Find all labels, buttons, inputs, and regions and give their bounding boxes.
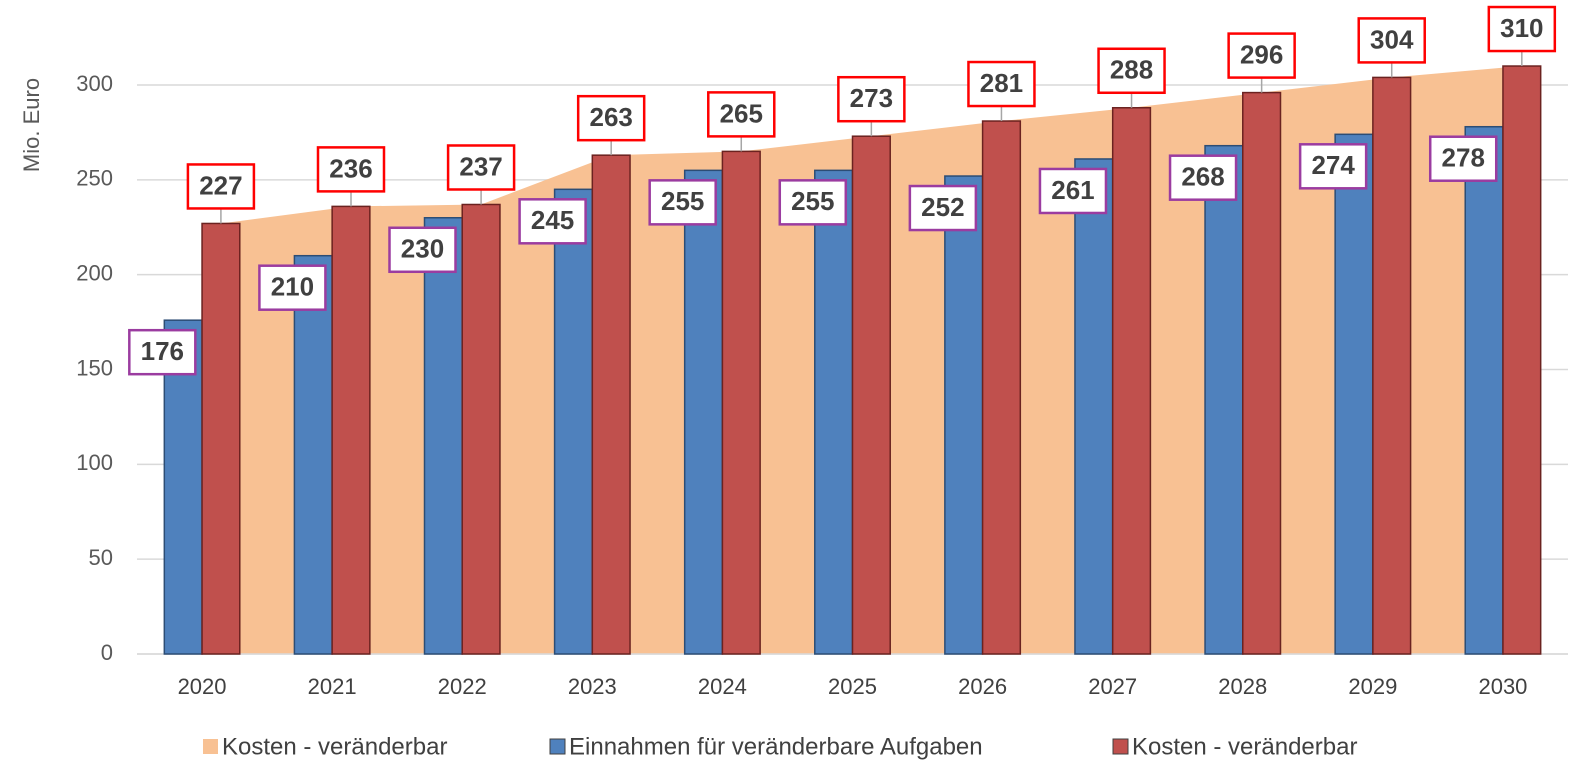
data-label: 268 [1181, 162, 1224, 192]
data-label: 273 [850, 83, 893, 113]
data-label-box [518, 198, 587, 245]
data-label: 255 [661, 186, 704, 216]
data-label-box [707, 91, 776, 138]
bar [1372, 76, 1412, 655]
bar [683, 169, 724, 655]
y-tick-label: 0 [101, 640, 113, 665]
legend-swatch [549, 738, 566, 755]
data-label: 210 [271, 272, 314, 302]
bar [331, 205, 371, 655]
bar [293, 254, 333, 655]
bar [1242, 91, 1282, 655]
data-label: 227 [199, 170, 242, 200]
y-tick-label: 250 [76, 166, 113, 191]
data-label-box [778, 179, 848, 226]
data-label-box [1227, 32, 1296, 79]
data-label: 230 [401, 234, 444, 264]
x-tick-label: 2022 [438, 674, 487, 699]
x-tick-label: 2028 [1218, 674, 1267, 699]
y-axis-label: Mio. Euro [19, 78, 44, 172]
x-tick-label: 2027 [1088, 674, 1137, 699]
legend-swatch [1112, 738, 1129, 755]
data-label-box [576, 94, 646, 142]
data-label: 281 [980, 68, 1023, 98]
data-label: 274 [1311, 150, 1355, 180]
data-label: 255 [791, 186, 834, 216]
bar [1334, 133, 1374, 655]
bar [1111, 107, 1152, 655]
data-label-box [316, 146, 386, 193]
data-label: 296 [1240, 39, 1283, 69]
y-tick-label: 300 [76, 71, 113, 96]
y-tick-label: 100 [76, 450, 113, 475]
y-tick-label: 50 [89, 545, 113, 570]
data-label-box [388, 226, 457, 274]
data-label: 176 [141, 336, 184, 366]
bar [591, 154, 631, 655]
x-tick-label: 2026 [958, 674, 1007, 699]
data-label-box [446, 144, 516, 191]
legend-label: Einnahmen für veränderbare Aufgaben [569, 733, 983, 760]
data-label: 278 [1442, 143, 1485, 173]
data-label-box [1298, 143, 1368, 190]
bar [423, 217, 463, 655]
x-tick-label: 2021 [308, 674, 357, 699]
bar [814, 169, 854, 655]
data-label-box [1357, 17, 1426, 64]
data-label-box [1038, 167, 1108, 215]
bar [461, 203, 501, 655]
data-label-box [908, 184, 978, 232]
data-label: 237 [459, 151, 502, 181]
bar [1204, 144, 1244, 655]
y-tick-label: 200 [76, 260, 113, 285]
bar [851, 135, 891, 655]
y-tick-label: 150 [76, 355, 113, 380]
data-label-box [1487, 5, 1557, 53]
x-tick-label: 2030 [1478, 674, 1527, 699]
x-tick-label: 2025 [828, 674, 877, 699]
legend-label: Kosten - veränderbar [1132, 733, 1357, 760]
bar [1464, 125, 1504, 655]
data-label-box [186, 163, 256, 210]
bar [163, 319, 203, 655]
bar [944, 175, 984, 655]
data-label-box [648, 179, 717, 226]
bar [721, 150, 761, 655]
bar [553, 188, 594, 655]
data-label-box [258, 264, 327, 311]
data-label: 252 [921, 192, 964, 222]
x-tick-label: 2029 [1348, 674, 1397, 699]
bar [201, 222, 241, 655]
x-tick-label: 2023 [568, 674, 617, 699]
data-label-box [1097, 47, 1166, 95]
data-label-box [1428, 135, 1498, 182]
data-label: 265 [720, 98, 763, 128]
x-tick-label: 2020 [178, 674, 227, 699]
bar [981, 120, 1022, 655]
data-label-box [128, 328, 197, 376]
bar [1074, 158, 1114, 655]
x-tick-label: 2024 [698, 674, 747, 699]
data-label: 304 [1370, 24, 1414, 54]
data-label: 288 [1110, 55, 1153, 85]
data-label-box [837, 75, 906, 123]
data-label-box [967, 60, 1036, 108]
data-label: 245 [531, 205, 574, 235]
data-label-box [1168, 154, 1238, 201]
bar [1502, 65, 1542, 655]
legend-swatch [203, 739, 218, 754]
data-label: 310 [1500, 13, 1543, 43]
data-label: 263 [589, 102, 632, 132]
data-label: 236 [329, 153, 372, 183]
data-label: 261 [1051, 175, 1094, 205]
legend-label: Kosten - veränderbar [222, 733, 447, 760]
